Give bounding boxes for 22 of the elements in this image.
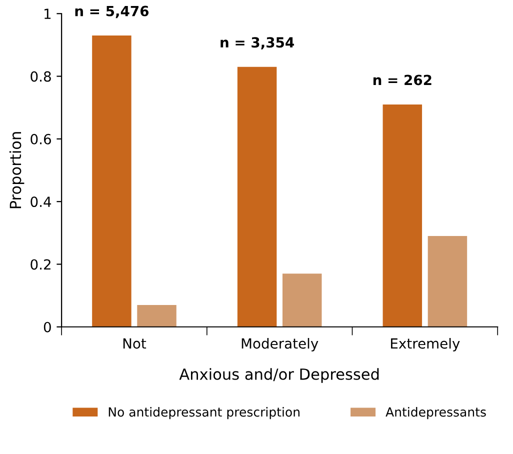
annotation: n = 5,476 [75,6,149,18]
legend-label: Antidepressants [386,407,486,420]
y-tick-label: 0.2 [30,259,50,270]
y-tick-label: 0.4 [30,196,52,208]
x-tick-label: Not [123,338,146,349]
bar [382,104,422,327]
y-tick-label: 0.6 [30,134,51,144]
x-tick-label: Extremely [391,338,460,352]
x-axis-title: Anxious and/or Depressed [179,368,379,383]
bar [92,36,132,327]
bar [428,236,468,327]
bar [137,304,176,327]
y-axis-title: Proportion [9,132,24,208]
y-tick-label: 1 [44,8,51,19]
bar [237,66,277,327]
bar [282,274,322,327]
legend-label: No antidepressant prescription [108,407,300,420]
annotation: n = 262 [373,74,432,86]
x-tick-label: Moderately [242,338,318,352]
y-tick-label: 0.8 [30,71,51,82]
annotation: n = 3,354 [220,37,294,50]
y-tick-label: 0 [44,322,51,332]
